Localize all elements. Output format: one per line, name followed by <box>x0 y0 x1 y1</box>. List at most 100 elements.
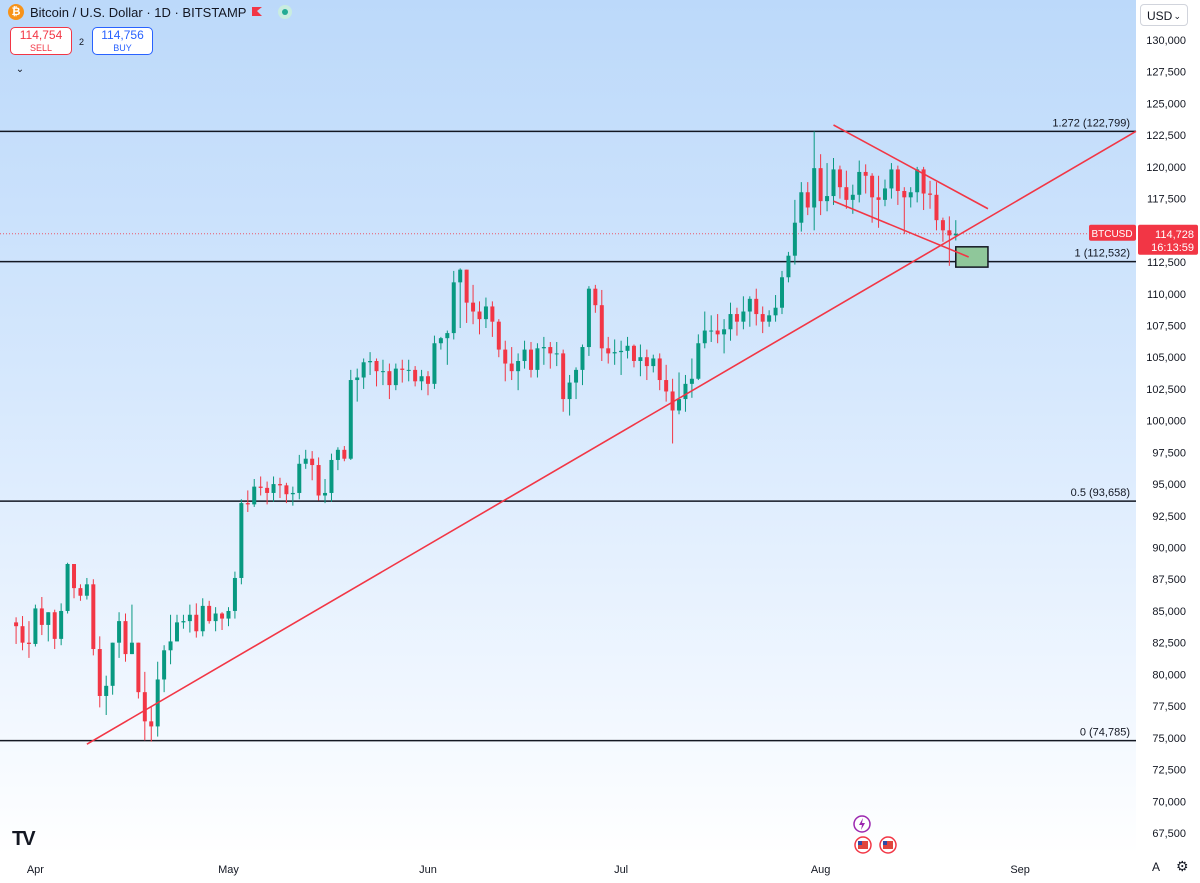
candle-body <box>20 626 25 643</box>
candle-body <box>419 376 424 382</box>
price-tick-label: 85,000 <box>1152 606 1186 618</box>
candle-body <box>200 605 205 632</box>
candle-body <box>554 353 559 355</box>
flag-icon[interactable] <box>252 7 263 17</box>
time-tick-label: Sep <box>1010 864 1030 876</box>
candle-body <box>162 650 167 680</box>
candle-body <box>786 255 791 278</box>
candle-body <box>361 362 366 378</box>
candle-body <box>953 233 958 236</box>
candle-body <box>728 314 733 330</box>
price-tick-label: 80,000 <box>1152 669 1186 681</box>
currency-select[interactable]: USD ⌄ <box>1140 4 1188 26</box>
candle-body <box>612 352 617 354</box>
currency-label: USD <box>1147 9 1173 23</box>
price-tick-label: 72,500 <box>1152 765 1186 777</box>
candle-body <box>284 485 289 495</box>
tradingview-logo-icon[interactable]: TV <box>12 828 36 850</box>
candle-body <box>722 329 727 335</box>
price-tick-label: 70,000 <box>1152 796 1186 808</box>
candle-body <box>747 298 752 312</box>
candle-body <box>316 465 321 496</box>
time-tick-label: Apr <box>27 864 44 876</box>
candle-body <box>39 608 44 625</box>
candle-body <box>882 188 887 200</box>
candle-body <box>741 311 746 322</box>
candle-body <box>709 330 714 332</box>
us-flag-stripes <box>883 841 893 849</box>
time-axis[interactable] <box>0 855 1200 883</box>
candle-body <box>232 577 237 611</box>
candle-body <box>664 380 669 392</box>
candle-body <box>72 564 77 589</box>
candle-body <box>406 369 411 371</box>
candle-body <box>65 564 70 611</box>
market-open-icon <box>278 5 293 19</box>
candle-body <box>117 621 122 643</box>
candle-body <box>548 347 553 354</box>
candle-body <box>400 368 405 370</box>
time-tick-label: Jun <box>419 864 437 876</box>
candle-body <box>477 311 482 320</box>
candle-body <box>541 347 546 349</box>
candle-body <box>528 349 533 370</box>
price-tick-label: 67,500 <box>1152 828 1186 840</box>
candle-body <box>52 612 57 639</box>
price-tick-label: 120,000 <box>1146 162 1186 174</box>
time-tick-label: Jul <box>614 864 628 876</box>
candle-body <box>438 338 443 344</box>
price-axis[interactable] <box>1136 0 1200 855</box>
candle-body <box>586 288 591 348</box>
candle-body <box>934 194 939 221</box>
buy-button[interactable]: 114,756 BUY <box>92 27 153 55</box>
chart-area[interactable] <box>0 0 1136 855</box>
candle-body <box>902 190 907 198</box>
candle-body <box>689 378 694 384</box>
price-tick-label: 95,000 <box>1152 479 1186 491</box>
price-tick-label: 87,500 <box>1152 574 1186 586</box>
candle-body <box>625 345 630 351</box>
candle-body <box>516 361 521 372</box>
chevron-down-icon: ⌄ <box>1173 11 1181 21</box>
candle-body <box>825 196 830 202</box>
fib-level-label: 0 (74,785) <box>1080 727 1130 739</box>
candle-body <box>818 168 823 202</box>
candle-body <box>580 347 585 370</box>
candle-body <box>14 622 19 627</box>
candle-body <box>683 383 688 400</box>
spread-value: 2 <box>79 37 85 47</box>
candle-body <box>921 169 926 194</box>
candle-body <box>889 169 894 189</box>
candle-body <box>239 503 244 578</box>
candle-body <box>631 345 636 362</box>
candle-body <box>792 222 797 256</box>
candle-body <box>213 613 218 622</box>
sell-button[interactable]: 114,754 SELL <box>10 27 72 55</box>
symbol-tag-label: BTCUSD <box>1091 229 1132 240</box>
candle-body <box>187 614 192 622</box>
gear-icon[interactable]: ⚙ <box>1176 858 1189 874</box>
buy-price: 114,756 <box>101 28 144 42</box>
candle-body <box>870 175 875 198</box>
fib-level-label: 1 (112,532) <box>1075 248 1130 260</box>
auto-scale-button[interactable]: A <box>1152 860 1161 874</box>
candle-body <box>734 314 739 322</box>
lightning-bolt <box>859 818 865 830</box>
price-tick-label: 107,500 <box>1146 320 1186 332</box>
candle-body <box>329 459 334 493</box>
candle-body <box>812 168 817 208</box>
candle-body <box>780 277 785 308</box>
price-tick-label: 92,500 <box>1152 511 1186 523</box>
lightning-event-icon <box>853 815 871 833</box>
sell-label: SELL <box>29 43 53 53</box>
trendline <box>833 124 989 210</box>
candle-body <box>696 343 701 379</box>
support-zone-box <box>955 246 989 268</box>
collapse-chevron-icon[interactable]: ⌄ <box>15 64 25 75</box>
candle-body <box>110 642 115 686</box>
candle-body <box>46 612 51 625</box>
symbol-title[interactable]: Bitcoin / U.S. Dollar · 1D · BITSTAMP <box>30 4 247 20</box>
candle-body <box>277 484 282 486</box>
candle-body <box>574 369 579 383</box>
candle-body <box>915 169 920 193</box>
